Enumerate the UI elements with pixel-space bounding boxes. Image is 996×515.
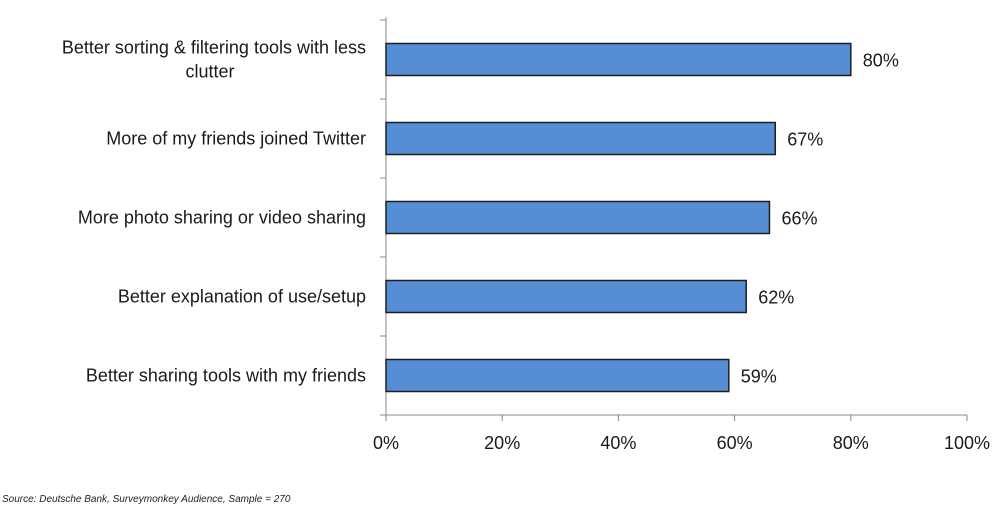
x-tick-label: 100% xyxy=(944,433,990,453)
bar xyxy=(385,121,777,156)
category-label: Better explanation of use/setup xyxy=(118,287,366,307)
x-tick-label: 20% xyxy=(484,433,520,453)
x-tick-label: 0% xyxy=(373,433,399,453)
category-label: Better sharing tools with my friends xyxy=(86,366,366,386)
source-note: Source: Deutsche Bank, Surveymonkey Audi… xyxy=(2,494,291,505)
value-label: 67% xyxy=(787,130,823,150)
x-tick-label: 60% xyxy=(717,433,753,453)
category-label-line: clutter xyxy=(185,62,234,82)
bar xyxy=(385,279,747,314)
value-label: 59% xyxy=(741,367,777,387)
category-label-line: Better explanation of use/setup xyxy=(118,287,366,307)
bar xyxy=(385,358,730,393)
x-tick-label: 40% xyxy=(600,433,636,453)
category-label-line: Better sharing tools with my friends xyxy=(86,366,366,386)
value-label: 80% xyxy=(863,51,899,71)
x-tick-label: 80% xyxy=(833,433,869,453)
value-label: 66% xyxy=(781,209,817,229)
category-label-line: More photo sharing or video sharing xyxy=(78,208,366,228)
bar xyxy=(385,42,852,77)
bar xyxy=(385,200,771,235)
category-label: More of my friends joined Twitter xyxy=(106,129,366,149)
category-label: More photo sharing or video sharing xyxy=(78,208,366,228)
value-label: 62% xyxy=(758,288,794,308)
bar-chart: 0% 20% 40% 60% 80% 100% 80% Better sorting & fi… xyxy=(62,17,990,453)
category-label-line: Better sorting & filtering tools with le… xyxy=(62,38,366,58)
category-label: Better sorting & filtering tools with le… xyxy=(62,38,366,82)
category-label-line: More of my friends joined Twitter xyxy=(106,129,366,149)
